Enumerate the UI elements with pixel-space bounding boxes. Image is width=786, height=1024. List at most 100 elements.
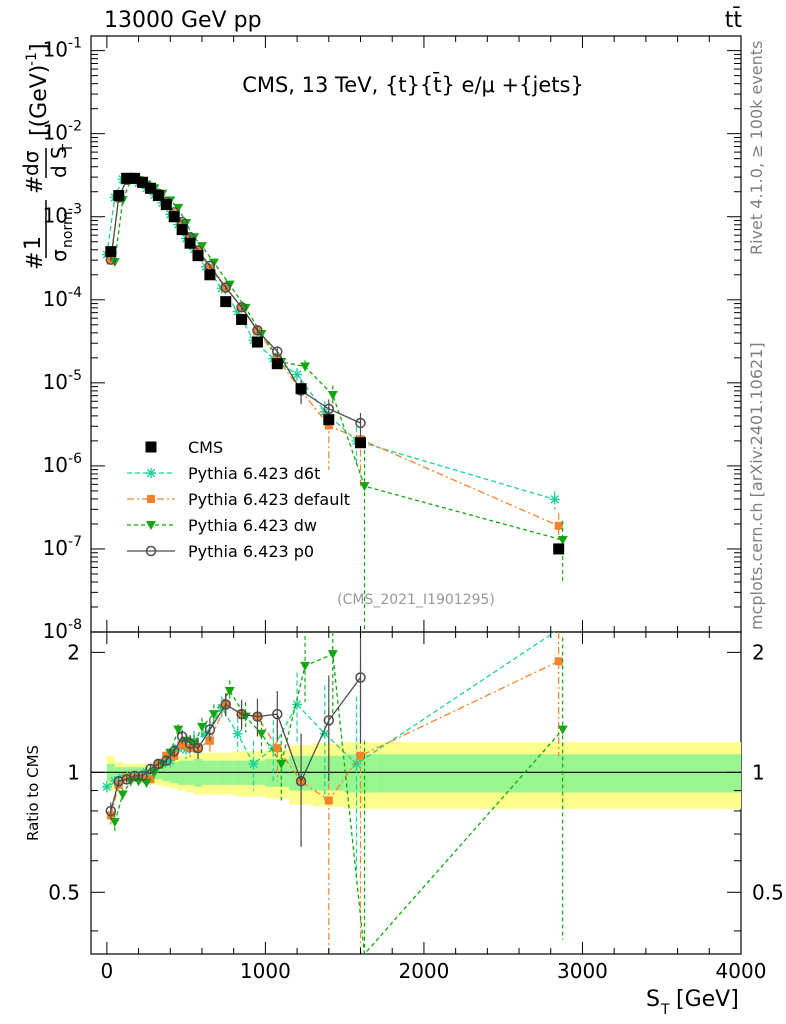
ratio-series-line [110,677,362,812]
ratio-data-point [173,725,184,735]
ratio-data-point [197,722,208,732]
series-4-main [105,173,366,437]
ratio-data-point [324,796,333,805]
x-tick-label: 0 [100,959,113,983]
svg-text:[(GeV): [(GeV) [27,65,52,136]
legend-entry: CMS [145,438,223,457]
ratio-y-axis-label: Ratio to CMS [24,745,42,841]
legend: CMS Pythia 6.423 d6t Pythia 6.423 default P… [127,438,350,561]
main-data-point [355,417,366,429]
main-data-point [323,403,335,415]
cms-data-point [152,190,164,202]
legend-marker [146,521,156,530]
analysis-label: (CMS_2021_I1901295) [337,592,495,608]
ratio-data-point [356,751,365,760]
main-data-point [549,494,560,505]
x-tick-label: 2000 [398,959,449,983]
x-tick-label: 1000 [240,959,291,983]
main-data-point [300,362,311,372]
y-tick-label: 10-7 [43,534,82,560]
cms-data-point [144,182,156,194]
ratio-data-point [273,744,282,753]
cms-data-point [220,296,232,308]
svg-text:1: 1 [21,236,46,250]
ratio-data-point [292,699,303,710]
legend-label: Pythia 6.423 default [188,490,350,509]
ratio-data-point [184,738,196,749]
main-data-point [292,369,303,380]
ratio-data-point [192,742,204,754]
svg-text:S: S [646,987,660,1012]
series-3-main [109,176,568,632]
ratio-data-point [178,741,187,750]
main-data-point [178,219,187,228]
cms-data-point [192,250,204,262]
main-plot-panel: CMS, 13 TeV, {t}{t̄} e/μ +{jets} (CMS_20… [43,35,742,643]
ratio-data-point [300,661,311,671]
ratio-y-tick-label-right: 0.5 [752,880,784,904]
ratio-data-point [319,728,330,739]
ratio-data-point [295,775,307,787]
legend-marker [147,495,155,503]
cms-data-point [137,176,149,188]
svg-text:norm: norm [60,211,76,248]
cms-data-point [176,224,188,236]
ratio-data-point [137,770,148,782]
svg-text:#: # [23,252,48,270]
y-tick-label: 10-5 [43,368,82,394]
legend-label: Pythia 6.423 dw [188,516,317,535]
cms-data-point [168,211,180,223]
ratio-data-point [248,758,259,769]
cms-data-point [129,172,141,184]
cms-data-point [121,172,133,184]
ratio-data-point [236,708,247,720]
main-data-point [252,325,263,336]
ratio-plot-panel: 0.5 0.5 1 1 2 2 Ratio to CMS [24,631,784,956]
ratio-data-point [204,724,216,735]
svg-text:d S: d S [47,146,71,178]
cms-data-point [271,358,283,370]
ratio-data-point [141,779,152,789]
cms-data-point [184,237,196,249]
ratio-data-point [129,770,140,782]
main-series-line [106,178,555,501]
ratio-data-point [232,728,243,739]
ratio-data-point [276,759,287,769]
ratio-data-point [149,768,160,778]
main-y-axis-ticks: 10-8 10-7 10-6 10-5 10-4 10-3 10-2 10-1 [43,36,741,643]
legend-entry: Pythia 6.423 d6t [127,464,320,483]
main-y-axis-label: # 1 σ norm # dσ d S T [(GeV) -1 ] [19,43,76,270]
ratio-data-point [272,708,283,720]
ratio-data-point [161,755,172,766]
svg-text:-1: -1 [24,52,40,66]
ratio-y-tick-label: 0.5 [48,880,80,904]
ratio-band-stat [376,754,741,793]
cms-data-point [553,543,565,555]
cms-data-point [355,437,367,449]
ratio-data-point [256,729,267,739]
main-data-point [197,242,208,252]
main-data-point [324,421,333,430]
cms-data-point [323,414,335,426]
legend-entry: Pythia 6.423 default [127,490,350,509]
y-tick-label: 10-3 [43,202,82,228]
ratio-data-point [105,805,117,817]
main-data-point [327,391,338,401]
cms-data-point [251,336,263,348]
svg-text:]: ] [27,43,52,52]
svg-text:σ: σ [47,249,71,262]
ratio-data-point [176,731,188,742]
y-tick-label: 10-8 [43,617,82,643]
x-axis-label: S T [GeV] [646,987,739,1018]
svg-text:dσ: dσ [19,150,43,176]
x-axis-ticks: 0 1000 2000 3000 4000 [100,36,766,983]
ratio-data-point [117,790,128,800]
energy-label: 13000 GeV pp [104,8,262,33]
main-data-point [236,302,247,313]
legend-marker [145,441,157,453]
y-tick-label: 10-1 [43,36,82,62]
ratio-data-point [113,775,124,787]
ratio-data-point [109,818,120,828]
ratio-data-point [145,763,156,775]
